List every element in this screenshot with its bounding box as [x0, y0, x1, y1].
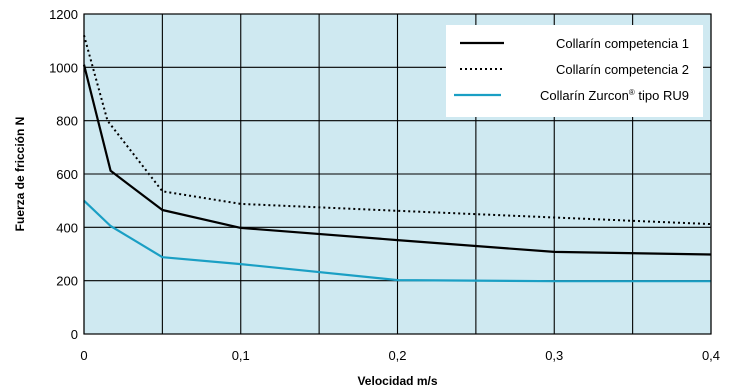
y-axis-ticks: 0 200 400 600 800 1000 1200: [49, 7, 78, 342]
series-line-3: [83, 199, 711, 283]
legend-box: [446, 25, 703, 117]
series-lines: [82, 35, 712, 283]
series-line-1: [82, 64, 712, 256]
plot-frame: [83, 13, 712, 335]
y-tick-label: 400: [56, 220, 78, 235]
x-tick-label: 0,3: [545, 348, 563, 363]
series-line-2: [83, 35, 712, 226]
y-axis-title: Fuerza de fricción N: [13, 117, 27, 232]
x-axis-ticks: 0 0,1 0,2 0,3 0,4: [80, 348, 720, 363]
y-tick-label: 600: [56, 167, 78, 182]
x-tick-label: 0,4: [702, 348, 720, 363]
y-tick-label: 1200: [49, 7, 78, 22]
x-tick-label: 0,2: [388, 348, 406, 363]
y-tick-label: 0: [71, 327, 78, 342]
x-tick-label: 0: [80, 348, 87, 363]
x-axis-title: Velocidad m/s: [357, 374, 437, 388]
y-tick-label: 800: [56, 114, 78, 129]
legend-label-2: Collarín competencia 2: [556, 62, 689, 77]
x-tick-label: 0,1: [232, 348, 250, 363]
legend-label-3: Collarín Zurcon® tipo RU9: [540, 88, 689, 103]
legend-label-1: Collarín competencia 1: [556, 36, 689, 51]
legend: Collarín competencia 1 Collarín competenc…: [446, 25, 703, 117]
y-tick-label: 200: [56, 274, 78, 289]
y-tick-label: 1000: [49, 60, 78, 75]
